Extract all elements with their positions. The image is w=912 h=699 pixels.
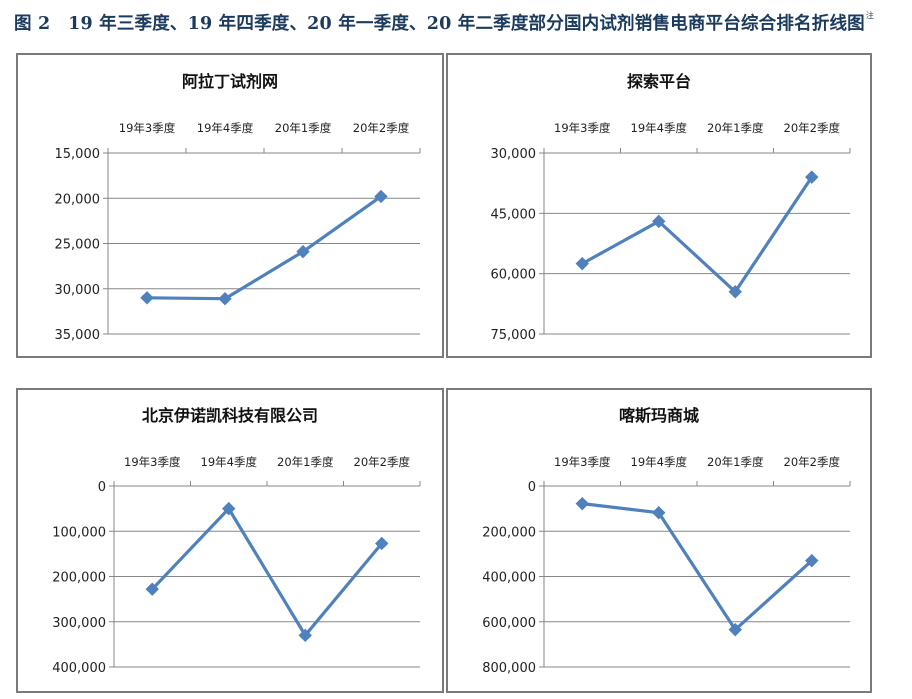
data-point-marker [140, 291, 154, 305]
y-tick-label: 45,000 [491, 207, 537, 222]
data-point-marker [296, 244, 310, 259]
line-chart-casmart: 喀斯玛商城 0 200,000 400,000 600,000 800,000 19年3季度… [482, 406, 851, 676]
chart-panel-yinuokai: 北京伊诺凯科技有限公司 0 100,000 200,000 300,000 400,000… [16, 388, 444, 693]
data-point-marker [575, 256, 589, 271]
chart-panel-tansuo: 探索平台 30,000 45,000 60,000 75,000 19年3季度 19年4季度… [446, 53, 872, 358]
y-tick-label: 35,000 [55, 328, 101, 343]
y-tick-label: 0 [98, 480, 106, 495]
x-tick-label: 19年3季度 [124, 455, 181, 469]
series-line [146, 195, 382, 301]
x-tick-label: 19年3季度 [554, 455, 611, 469]
data-point-marker [374, 189, 388, 204]
y-tick-label: 75,000 [491, 328, 537, 343]
data-point-marker [218, 291, 232, 306]
series-line [582, 502, 813, 632]
y-tick-label: 200,000 [482, 525, 536, 540]
x-tick-label: 20年2季度 [784, 121, 841, 135]
series-line [581, 176, 814, 294]
series-line [151, 507, 383, 637]
y-tick-label: 0 [528, 480, 536, 495]
x-tick-label: 19年3季度 [119, 121, 176, 135]
data-point-marker [575, 496, 589, 511]
data-point-marker [728, 285, 742, 299]
x-tick-label: 20年1季度 [707, 121, 764, 135]
chart-title: 阿拉丁试剂网 [182, 72, 278, 91]
data-point-marker [298, 628, 312, 643]
data-point-marker [805, 170, 819, 184]
x-tick-label: 20年2季度 [353, 121, 410, 135]
figure-label: 图 2 [14, 14, 51, 34]
x-tick-label: 19年4季度 [631, 455, 688, 469]
line-chart-yinuokai: 北京伊诺凯科技有限公司 0 100,000 200,000 300,000 400,000… [52, 406, 421, 676]
data-point-marker [222, 501, 236, 516]
data-point-marker [145, 582, 159, 596]
chart-title: 探索平台 [627, 72, 691, 91]
y-tick-label: 200,000 [52, 571, 106, 586]
chart-title: 喀斯玛商城 [619, 406, 699, 425]
figure-note-mark: 注 [865, 11, 875, 20]
y-tick-label: 100,000 [52, 525, 106, 540]
y-tick-label: 400,000 [482, 571, 536, 586]
y-tick-label: 30,000 [55, 283, 101, 298]
figure-title: 图 2 19 年三季度、19 年四季度、20 年一季度、20 年二季度部分国内试… [14, 10, 904, 40]
data-point-marker [728, 622, 742, 637]
x-tick-label: 19年4季度 [201, 455, 258, 469]
chart-title: 北京伊诺凯科技有限公司 [142, 406, 318, 425]
y-tick-label: 300,000 [52, 616, 106, 631]
line-chart-tansuo: 探索平台 30,000 45,000 60,000 75,000 19年3季度 19年4季度… [491, 72, 851, 343]
x-tick-label: 20年2季度 [354, 455, 411, 469]
data-point-marker [652, 214, 666, 229]
data-point-marker [375, 536, 389, 551]
y-tick-label: 30,000 [491, 147, 537, 162]
y-tick-label: 20,000 [55, 192, 101, 207]
y-tick-label: 400,000 [52, 661, 106, 676]
y-tick-label: 25,000 [55, 238, 101, 253]
x-tick-label: 20年1季度 [275, 121, 332, 135]
x-tick-label: 20年1季度 [277, 455, 334, 469]
x-tick-label: 19年3季度 [554, 121, 611, 135]
y-tick-label: 60,000 [491, 268, 537, 283]
data-point-marker [805, 553, 819, 568]
y-tick-label: 800,000 [482, 661, 536, 676]
chart-panel-casmart: 喀斯玛商城 0 200,000 400,000 600,000 800,000 19年3季度… [446, 388, 872, 693]
x-tick-label: 20年2季度 [784, 455, 841, 469]
y-tick-label: 600,000 [482, 616, 536, 631]
figure-caption: 19 年三季度、19 年四季度、20 年一季度、20 年二季度部分国内试剂销售电… [68, 14, 865, 34]
x-tick-label: 19年4季度 [197, 121, 254, 135]
x-tick-label: 19年4季度 [631, 121, 688, 135]
chart-panel-aladdin: 阿拉丁试剂网 15,000 20,000 25,000 30,000 35,000 19年3… [16, 53, 444, 358]
y-tick-label: 15,000 [55, 147, 101, 162]
line-chart-aladdin: 阿拉丁试剂网 15,000 20,000 25,000 30,000 35,000 19年3… [55, 72, 421, 343]
data-point-marker [652, 505, 666, 520]
x-tick-label: 20年1季度 [707, 455, 764, 469]
